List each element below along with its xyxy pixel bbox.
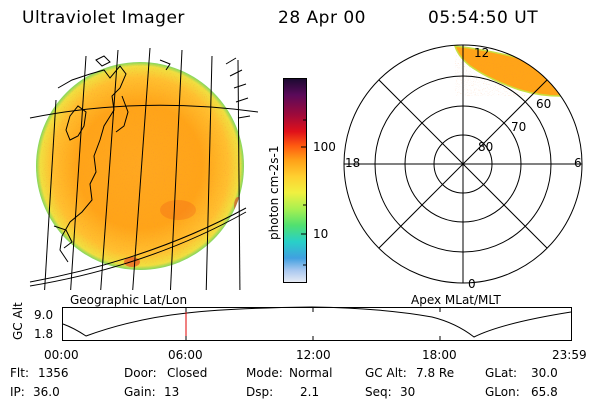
seq-value: 30 (400, 385, 416, 399)
gain-label: Gain: (124, 385, 156, 399)
altitude-ytick-1-8: 1.8 (34, 327, 54, 341)
mode-label: Mode: (246, 366, 283, 380)
dsp-value: 2.1 (300, 385, 320, 399)
observation-date: 28 Apr 00 (278, 8, 366, 28)
glon-label: GLon: (485, 385, 520, 399)
altitude-axis-title: GC Alt (11, 302, 25, 340)
ip-label: IP: (10, 385, 25, 399)
colorbar (283, 78, 307, 283)
door-label: Door: (124, 366, 157, 380)
door-value: Closed (167, 366, 208, 380)
time-tick-0000: 00:00 (44, 348, 79, 362)
flt-value: 1356 (38, 366, 69, 380)
altitude-ytick-9: 9.0 (34, 308, 54, 322)
colorbar-tick-100: 100 (313, 140, 336, 154)
flt-label: Flt: (10, 366, 29, 380)
time-tick-2359: 23:59 (552, 348, 587, 362)
time-tick-0600: 06:00 (168, 348, 203, 362)
altitude-curve (62, 306, 572, 338)
ip-value: 36.0 (33, 385, 60, 399)
glat-value: 30.0 (531, 366, 558, 380)
mlat-label-80: 80 (478, 140, 494, 154)
seq-label: Seq: (365, 385, 392, 399)
mlt-label-12: 12 (474, 46, 490, 60)
altitude-plot (62, 306, 572, 341)
polar-panel-label: Apex MLat/MLT (411, 293, 501, 307)
lat-lon-grid (29, 47, 259, 290)
glon-value: 65.8 (531, 385, 558, 399)
mlat-label-70: 70 (511, 120, 527, 134)
dsp-label: Dsp: (246, 385, 274, 399)
observation-time: 05:54:50 UT (428, 8, 539, 28)
geo-panel-label: Geographic Lat/Lon (70, 293, 188, 307)
time-tick-1800: 18:00 (422, 348, 457, 362)
colorbar-unit-label: photon cm-2s-1 (267, 145, 281, 241)
mlt-label-0: 0 (468, 277, 476, 291)
time-tick-1200: 12:00 (296, 348, 331, 362)
gcalt-value: 7.8 Re (416, 366, 455, 380)
mode-value: Normal (289, 366, 333, 380)
gain-value: 13 (164, 385, 180, 399)
colorbar-tick-10: 10 (313, 227, 329, 241)
mlt-label-6: 6 (574, 156, 582, 170)
polar-mlat-mlt-plot (343, 44, 583, 284)
app-title: Ultraviolet Imager (22, 8, 185, 28)
mlat-label-60: 60 (536, 97, 552, 111)
mlt-label-18: 18 (345, 156, 361, 170)
geographic-image-panel (29, 47, 259, 290)
glat-label: GLat: (485, 366, 518, 380)
gcalt-label: GC Alt: (365, 366, 407, 380)
